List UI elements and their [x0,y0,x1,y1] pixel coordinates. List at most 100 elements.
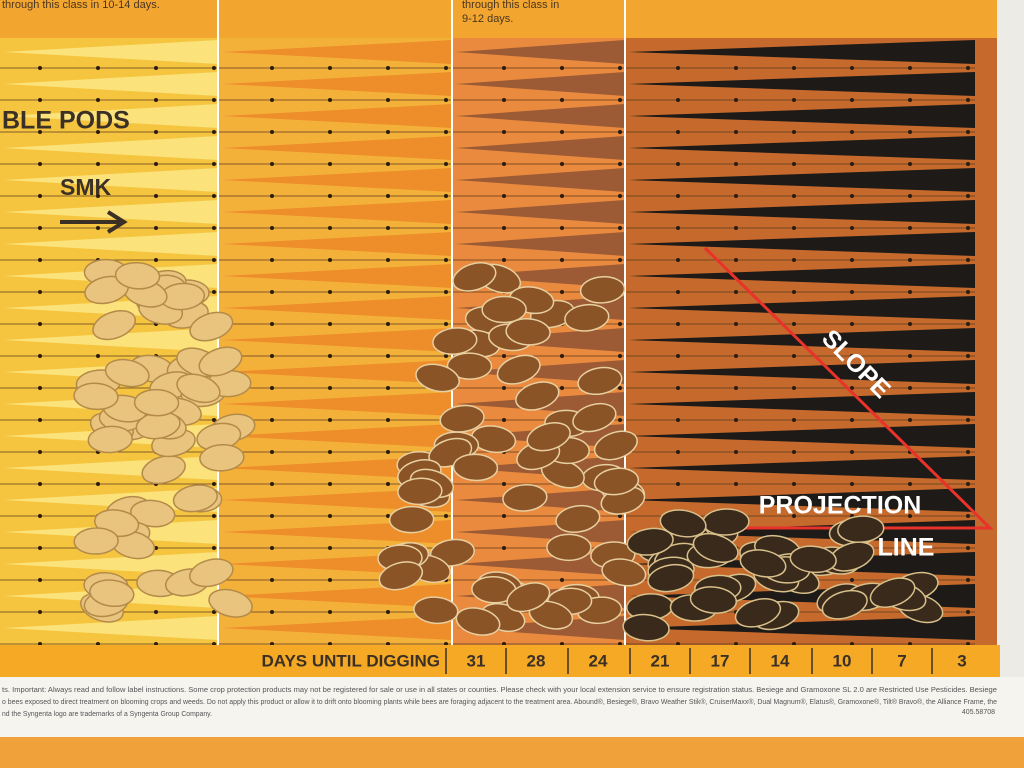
row-dot [792,514,796,518]
row-dot [908,514,912,518]
row-dot [328,450,332,454]
day-label: 24 [589,651,608,670]
row-dot [38,226,42,230]
row-dot [792,130,796,134]
pod [189,311,234,342]
row-dot [618,194,622,198]
row-dot [850,162,854,166]
row-dot [966,482,970,486]
row-dot [792,290,796,294]
row-dot [386,130,390,134]
row-dot [792,450,796,454]
spike [222,488,452,512]
row-dot [734,322,738,326]
row-dot [386,450,390,454]
pod [73,382,119,411]
day-label: 7 [897,651,906,670]
row-dot [328,322,332,326]
row-dot [38,98,42,102]
footer-line: nd the Syngenta logo are trademarks of a… [2,711,212,718]
row-dot [676,162,680,166]
row-dot [386,354,390,358]
row-dot [734,482,738,486]
row-dot [328,130,332,134]
spike [456,200,625,224]
row-dot [560,66,564,70]
row-dot [618,354,622,358]
row-dot [38,130,42,134]
row-dot [328,482,332,486]
row-dot [560,258,564,262]
pod [593,467,640,496]
spike [629,328,975,352]
row-dot [270,322,274,326]
footer-band [0,677,1024,737]
row-dot [502,482,506,486]
row-dot [270,258,274,262]
row-dot [850,98,854,102]
row-dot [328,578,332,582]
spike [222,104,452,128]
row-dot [270,162,274,166]
row-dot [850,386,854,390]
row-dot [734,290,738,294]
footer-line: o bees exposed to direct treatment on bl… [2,698,997,706]
row-dot [270,386,274,390]
row-dot [966,258,970,262]
day-label: 28 [527,651,546,670]
row-dot [386,610,390,614]
row-dot [908,482,912,486]
spike [222,136,452,160]
row-dot [386,386,390,390]
row-dot [328,226,332,230]
spike [222,328,452,352]
row-dot [966,418,970,422]
row-dot [328,66,332,70]
row-dot [38,354,42,358]
row-dot [328,514,332,518]
row-dot [212,162,216,166]
pod [73,527,119,555]
row-dot [328,290,332,294]
row-dot [792,418,796,422]
spike [4,168,218,192]
row-dot [908,226,912,230]
header-band [0,0,997,38]
row-dot [328,194,332,198]
spike [222,616,452,640]
spike [4,104,218,128]
row-dot [96,98,100,102]
row-dot [792,354,796,358]
row-dot [212,258,216,262]
row-dot [792,322,796,326]
header-note: 9-12 days. [462,13,513,25]
row-dot [560,194,564,198]
row-dot [38,514,42,518]
row-dot [966,130,970,134]
row-dot [966,66,970,70]
row-dot [212,482,216,486]
row-dot [676,418,680,422]
pod [622,613,670,642]
row-dot [212,514,216,518]
spike [222,424,452,448]
row-dot [270,194,274,198]
row-dot [96,226,100,230]
spike [4,552,218,576]
pod [141,455,186,485]
header-note: through this class in 10-14 days. [2,0,160,11]
spike [4,72,218,96]
row-dot [676,322,680,326]
row-dot [502,386,506,390]
spike [456,168,625,192]
row-dot [792,226,796,230]
row-dot [908,98,912,102]
spike [222,264,452,288]
row-dot [676,194,680,198]
row-dot [444,130,448,134]
row-dot [966,98,970,102]
row-dot [270,98,274,102]
spike [629,72,975,96]
row-dot [618,322,622,326]
row-dot [734,450,738,454]
